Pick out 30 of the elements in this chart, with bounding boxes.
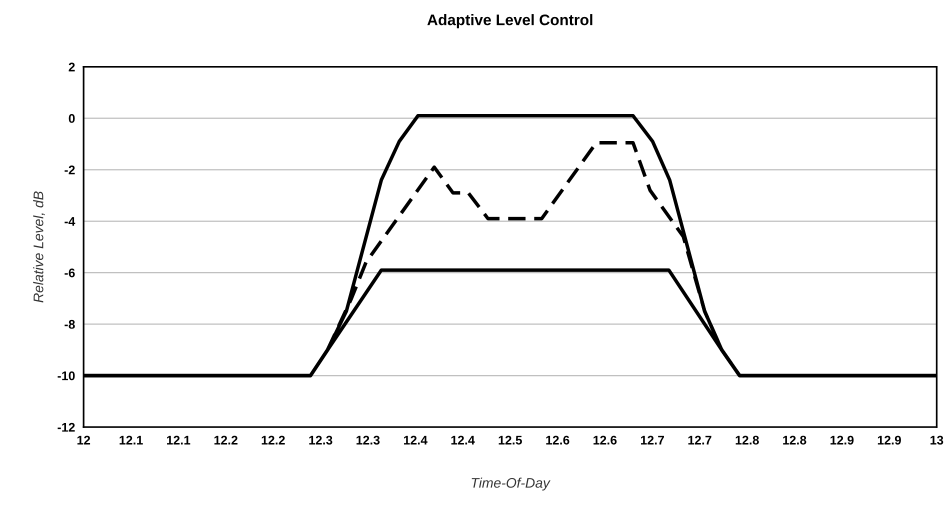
x-tick-label: 13	[930, 436, 944, 445]
x-tick-label: 12.4	[404, 436, 428, 444]
x-tick-label: 12.7	[640, 436, 664, 444]
y-tick-label: 2	[68, 62, 75, 72]
x-tick-label: 12.3	[309, 436, 332, 445]
x-tick-label: 12.8	[783, 436, 806, 445]
y-tick-label: -10	[58, 371, 75, 380]
y-tick-label: -8	[64, 320, 75, 329]
x-axis-title: Time-Of-Day	[472, 478, 551, 491]
x-tick-label: 12.6	[594, 436, 617, 445]
x-tick-label: 12	[77, 436, 90, 444]
y-axis-title: Relative Level, dB	[33, 191, 45, 302]
x-tick-label: 12.2	[214, 436, 238, 444]
x-tick-label: 12.6	[546, 436, 570, 445]
x-tick-label: 12.4	[451, 436, 475, 444]
x-tick-label: 12.8	[736, 436, 759, 445]
x-tick-label: 12.9	[830, 436, 854, 445]
x-tick-label: 12.1	[120, 436, 143, 444]
x-tick-label: 12.5	[498, 436, 522, 445]
x-tick-label: 12.9	[878, 436, 901, 445]
y-tick-label: 0	[68, 114, 75, 123]
x-tick-label: 12.7	[688, 436, 712, 444]
x-tick-label: 12.2	[262, 436, 285, 444]
chart-title: Adaptive Level Control	[427, 14, 592, 28]
y-tick-label: -12	[58, 422, 75, 432]
x-tick-label: 12.1	[167, 436, 190, 444]
y-tick-label: -6	[64, 268, 75, 278]
y-tick-label: -2	[64, 166, 75, 174]
x-tick-label: 12.3	[356, 436, 380, 445]
y-tick-label: -4	[64, 217, 76, 226]
